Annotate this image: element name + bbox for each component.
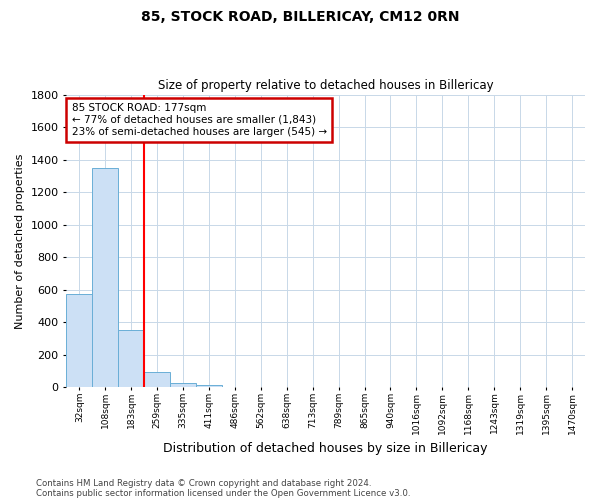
Y-axis label: Number of detached properties: Number of detached properties (15, 154, 25, 328)
Bar (92, 168, 118, 388)
Bar (118, 330, 144, 388)
Text: Contains public sector information licensed under the Open Government Licence v3: Contains public sector information licen… (36, 488, 410, 498)
Title: Size of property relative to detached houses in Billericay: Size of property relative to detached ho… (158, 79, 493, 92)
Text: 85 STOCK ROAD: 177sqm
← 77% of detached houses are smaller (1,843)
23% of semi-d: 85 STOCK ROAD: 177sqm ← 77% of detached … (71, 104, 326, 136)
Bar (144, 372, 170, 388)
Bar (67, 294, 92, 388)
X-axis label: Distribution of detached houses by size in Billericay: Distribution of detached houses by size … (163, 442, 488, 455)
Text: Contains HM Land Registry data © Crown copyright and database right 2024.: Contains HM Land Registry data © Crown c… (36, 478, 371, 488)
Bar (196, 385, 222, 388)
Bar (170, 384, 196, 388)
Text: 85, STOCK ROAD, BILLERICAY, CM12 0RN: 85, STOCK ROAD, BILLERICAY, CM12 0RN (141, 10, 459, 24)
